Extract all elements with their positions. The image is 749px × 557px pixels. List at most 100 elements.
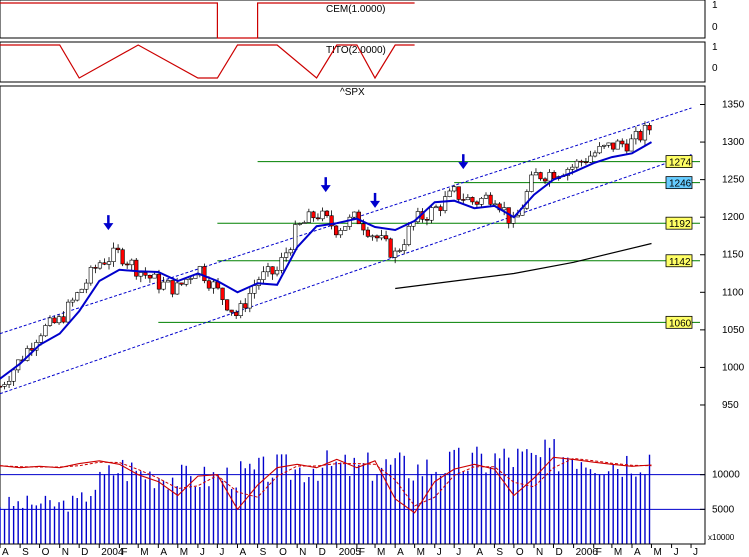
candle-body bbox=[343, 226, 348, 231]
candle-body bbox=[352, 211, 357, 218]
candle-body bbox=[633, 131, 638, 140]
candle-body bbox=[265, 266, 271, 273]
candle-body bbox=[125, 263, 130, 266]
time-axis-label: 2006 bbox=[576, 547, 599, 557]
candle-body bbox=[97, 262, 103, 269]
cem-panel-frame bbox=[0, 0, 706, 39]
time-axis-label: 2004 bbox=[101, 547, 124, 557]
candle-body bbox=[438, 206, 443, 211]
candle-body bbox=[365, 229, 371, 237]
candle-body bbox=[429, 207, 434, 221]
candle-body bbox=[152, 273, 157, 279]
candle-body bbox=[238, 303, 243, 316]
candle-body bbox=[320, 210, 325, 220]
candle-body bbox=[184, 278, 189, 285]
candle-body bbox=[43, 325, 48, 337]
candle-body bbox=[424, 218, 430, 221]
candle-body bbox=[0, 385, 3, 388]
tito-title: TITO(2.0000) bbox=[326, 45, 386, 56]
candle-body bbox=[202, 266, 207, 282]
time-axis-label: J bbox=[200, 547, 205, 557]
signal-arrow-head bbox=[320, 185, 331, 193]
time-axis-label: S bbox=[260, 547, 267, 557]
candle-body bbox=[329, 215, 334, 227]
candle-body bbox=[356, 211, 361, 225]
candle-body bbox=[479, 198, 484, 205]
candle-body bbox=[592, 152, 598, 157]
candle-body bbox=[620, 140, 625, 145]
price-tick-label: 1150 bbox=[722, 250, 744, 261]
candle-body bbox=[52, 317, 57, 324]
time-axis-label: A bbox=[239, 547, 246, 557]
time-axis-label: J bbox=[437, 547, 442, 557]
candle-body bbox=[138, 272, 143, 277]
cem-tick-0: 0 bbox=[712, 22, 718, 33]
candle-body bbox=[334, 225, 339, 236]
level-labels: 1274 1246 1192 1142 1060 bbox=[665, 155, 693, 329]
candle-body bbox=[229, 309, 234, 313]
candle-body bbox=[56, 316, 62, 324]
candle-body bbox=[115, 247, 121, 251]
time-axis-label: 2005 bbox=[339, 547, 362, 557]
candle-body bbox=[465, 197, 470, 201]
trend-channel bbox=[0, 107, 692, 395]
time-axis-label: M bbox=[614, 547, 622, 557]
candle-body bbox=[397, 250, 402, 252]
candle-body bbox=[552, 172, 557, 180]
level-label-box-1060 bbox=[665, 315, 693, 329]
time-axis-label: D bbox=[319, 547, 326, 557]
channel-line-lower bbox=[0, 154, 692, 395]
cem-title: CEM(1.0000) bbox=[326, 4, 385, 15]
candle-body bbox=[379, 235, 384, 239]
candle-body bbox=[338, 230, 343, 236]
candle-body bbox=[79, 288, 84, 293]
level-label-1142: 1142 bbox=[669, 257, 691, 268]
candle-body bbox=[143, 272, 148, 276]
price-tick-label: 1050 bbox=[722, 325, 745, 336]
candle-body bbox=[111, 247, 116, 262]
candle-body bbox=[588, 155, 593, 163]
candle-body bbox=[311, 211, 316, 219]
candle-body bbox=[611, 142, 616, 150]
candle-body bbox=[488, 194, 493, 205]
candle-body bbox=[279, 257, 284, 271]
candle-body bbox=[243, 303, 248, 309]
candle-body bbox=[93, 267, 98, 269]
time-axis-label: A bbox=[160, 547, 167, 557]
candle-body bbox=[447, 190, 452, 197]
oscillator-signal-line bbox=[0, 457, 652, 507]
time-axis-label: A bbox=[2, 547, 9, 557]
candle-body bbox=[433, 206, 439, 209]
price-tick-label: 1300 bbox=[722, 137, 745, 148]
cem-line bbox=[0, 2, 415, 39]
price-tick-label: 1250 bbox=[722, 175, 745, 186]
price-tick-label: 950 bbox=[722, 400, 739, 411]
moving-average-line bbox=[0, 141, 652, 380]
candle-body bbox=[461, 199, 466, 201]
volume-bars: 10000 5000 bbox=[0, 439, 740, 544]
candle-body bbox=[347, 216, 352, 227]
candle-body bbox=[597, 145, 602, 154]
tito-tick-1: 1 bbox=[712, 42, 718, 53]
candle-body bbox=[624, 143, 629, 152]
candle-body bbox=[529, 174, 534, 192]
candle-body bbox=[402, 244, 407, 251]
candle-body bbox=[483, 194, 489, 199]
candle-body bbox=[11, 369, 16, 382]
price-tick-label: 1200 bbox=[722, 212, 745, 223]
candle-body bbox=[120, 249, 125, 265]
candle-body bbox=[161, 281, 166, 290]
candle-body bbox=[492, 203, 498, 206]
candle-body bbox=[370, 235, 375, 238]
tito-series bbox=[0, 44, 415, 80]
candle-body bbox=[70, 299, 75, 303]
moving-averages bbox=[0, 141, 652, 380]
candle-body bbox=[129, 259, 134, 266]
candle-body bbox=[274, 270, 280, 275]
time-axis-label: O bbox=[279, 547, 287, 557]
time-axis-label: A bbox=[397, 547, 404, 557]
price-tick-label: 1100 bbox=[722, 287, 744, 298]
time-axis-label: N bbox=[62, 547, 69, 557]
